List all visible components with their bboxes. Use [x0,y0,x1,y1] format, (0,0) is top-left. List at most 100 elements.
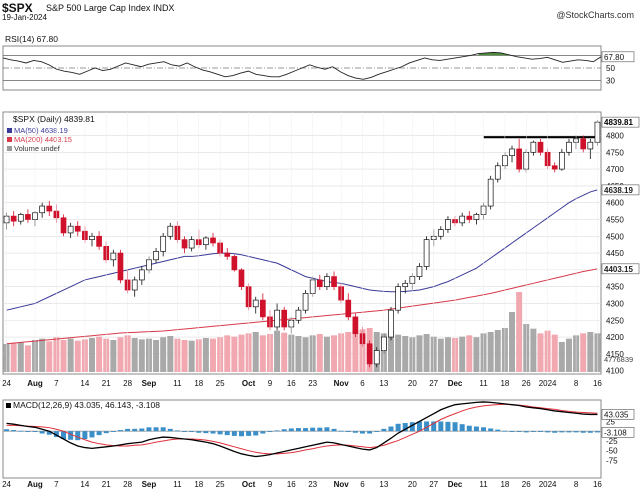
volume-bar [181,340,188,372]
macd-tick-label: 25 [606,417,615,426]
macd-histogram-bar [324,427,330,432]
macd-histogram-bar [452,422,458,432]
exchange-label: INDX [152,3,175,13]
candle-body [181,239,188,249]
x-tick-label: Aug [27,379,43,388]
macd-histogram-bar [117,430,123,432]
candle-body [580,138,587,150]
x-tick-label-bottom: 11 [479,480,488,489]
macd-title: MACD(12,26,9) 43.035, 46.143, -3.108 [13,400,160,410]
macd-histogram-bar [402,423,408,432]
x-tick-label: 20 [408,379,417,388]
x-tick-label: 27 [429,379,438,388]
macd-histogram-bar [537,431,543,432]
x-tick-label-bottom: Sep [142,480,157,489]
macd-histogram-bar [68,431,74,440]
volume-bar [153,340,160,372]
macd-tick-label: -75 [606,456,618,465]
candle-body [509,148,515,157]
macd-histogram-bar [203,431,209,434]
volume-bar [259,335,266,372]
volume-bar [494,330,501,372]
x-tick-label-bottom: Dec [448,480,463,489]
rsi-tick-label: 50 [606,64,615,73]
macd-tick-label: -25 [606,437,618,446]
macd-histogram-bar [281,429,287,432]
volume-bar [537,333,544,372]
x-tick-label-bottom: 14 [80,480,89,489]
candle-body [188,239,195,249]
candle-body [281,309,288,328]
volume-legend: Volume undef [14,144,61,153]
ma50-value-label: 4638.19 [604,186,633,195]
candle-body [210,237,216,244]
candle-body [138,269,145,281]
macd-histogram-bar [395,423,401,432]
volume-bar [509,312,516,372]
volume-bar [210,338,217,372]
chart-date: 19-Jan-2024 [2,13,47,22]
x-tick-label: 23 [308,379,317,388]
candle-body [395,286,401,311]
candle-body [487,178,494,207]
x-tick-label: 7 [54,379,59,388]
macd-histogram-bar [61,431,67,439]
macd-panel-frame [2,399,602,479]
volume-bar [96,336,103,372]
ma200-value-label: 4403.15 [604,265,633,274]
macd-histogram-bar [267,431,273,432]
x-tick-label-bottom: 16 [287,480,296,489]
price-panel-frame [2,111,602,375]
macd-histogram-bar [459,424,465,432]
volume-bar [188,340,195,372]
ma200-legend-swatch [7,137,12,142]
macd-histogram-bar [552,431,558,433]
price-tick-label: 4350 [606,283,624,292]
volume-bar [587,332,594,372]
volume-bar [46,341,53,372]
ma50-legend: MA(50) 4638.19 [14,126,68,135]
candle-body [324,276,330,288]
x-tick-label: 8 [574,379,579,388]
macd-histogram-bar [338,430,344,432]
x-tick-label-bottom: 28 [123,480,132,489]
ma50-line [6,189,598,311]
macd-hist-value-box [601,427,635,438]
volume-bar [202,338,209,372]
macd-tick-label: -50 [606,447,618,456]
volume-bar [281,332,288,372]
macd-histogram-bar [196,431,202,433]
macd-histogram-bar [509,431,515,432]
ma50-legend-swatch [7,128,12,133]
macd-histogram-bar [473,426,479,432]
macd-histogram-bar [153,427,159,432]
macd-histogram-bar [580,431,586,433]
macd-histogram-bar [502,430,508,432]
macd-histogram-bar [253,431,259,436]
x-tick-label-bottom: 27 [429,480,438,489]
macd-histogram-bar [182,431,188,432]
x-tick-label-bottom: 7 [54,480,59,489]
volume-bar [39,338,46,372]
x-tick-label: 25 [216,379,225,388]
price-tick-label: 4150 [606,350,624,359]
volume-bar [530,328,537,372]
x-tick-label-bottom: 21 [102,480,111,489]
x-tick-label: 16 [593,379,602,388]
candle-body [25,214,31,220]
volume-bar [395,334,402,372]
close-price-label: 4839.81 [604,118,633,127]
candle-body [203,237,209,246]
volume-bar [565,338,572,372]
macd-histogram-bar [566,431,572,433]
candle-body [89,235,95,240]
x-tick-label: 2024 [539,379,557,388]
macd-histogram-bar [445,421,451,432]
macd-histogram-bar [317,427,323,432]
price-tick-label: 4200 [606,333,624,342]
x-tick-label: Oct [242,379,256,388]
macd-histogram-bar [516,431,522,432]
ma50-value-label-box [601,184,640,196]
x-tick-label-bottom: 13 [379,480,388,489]
